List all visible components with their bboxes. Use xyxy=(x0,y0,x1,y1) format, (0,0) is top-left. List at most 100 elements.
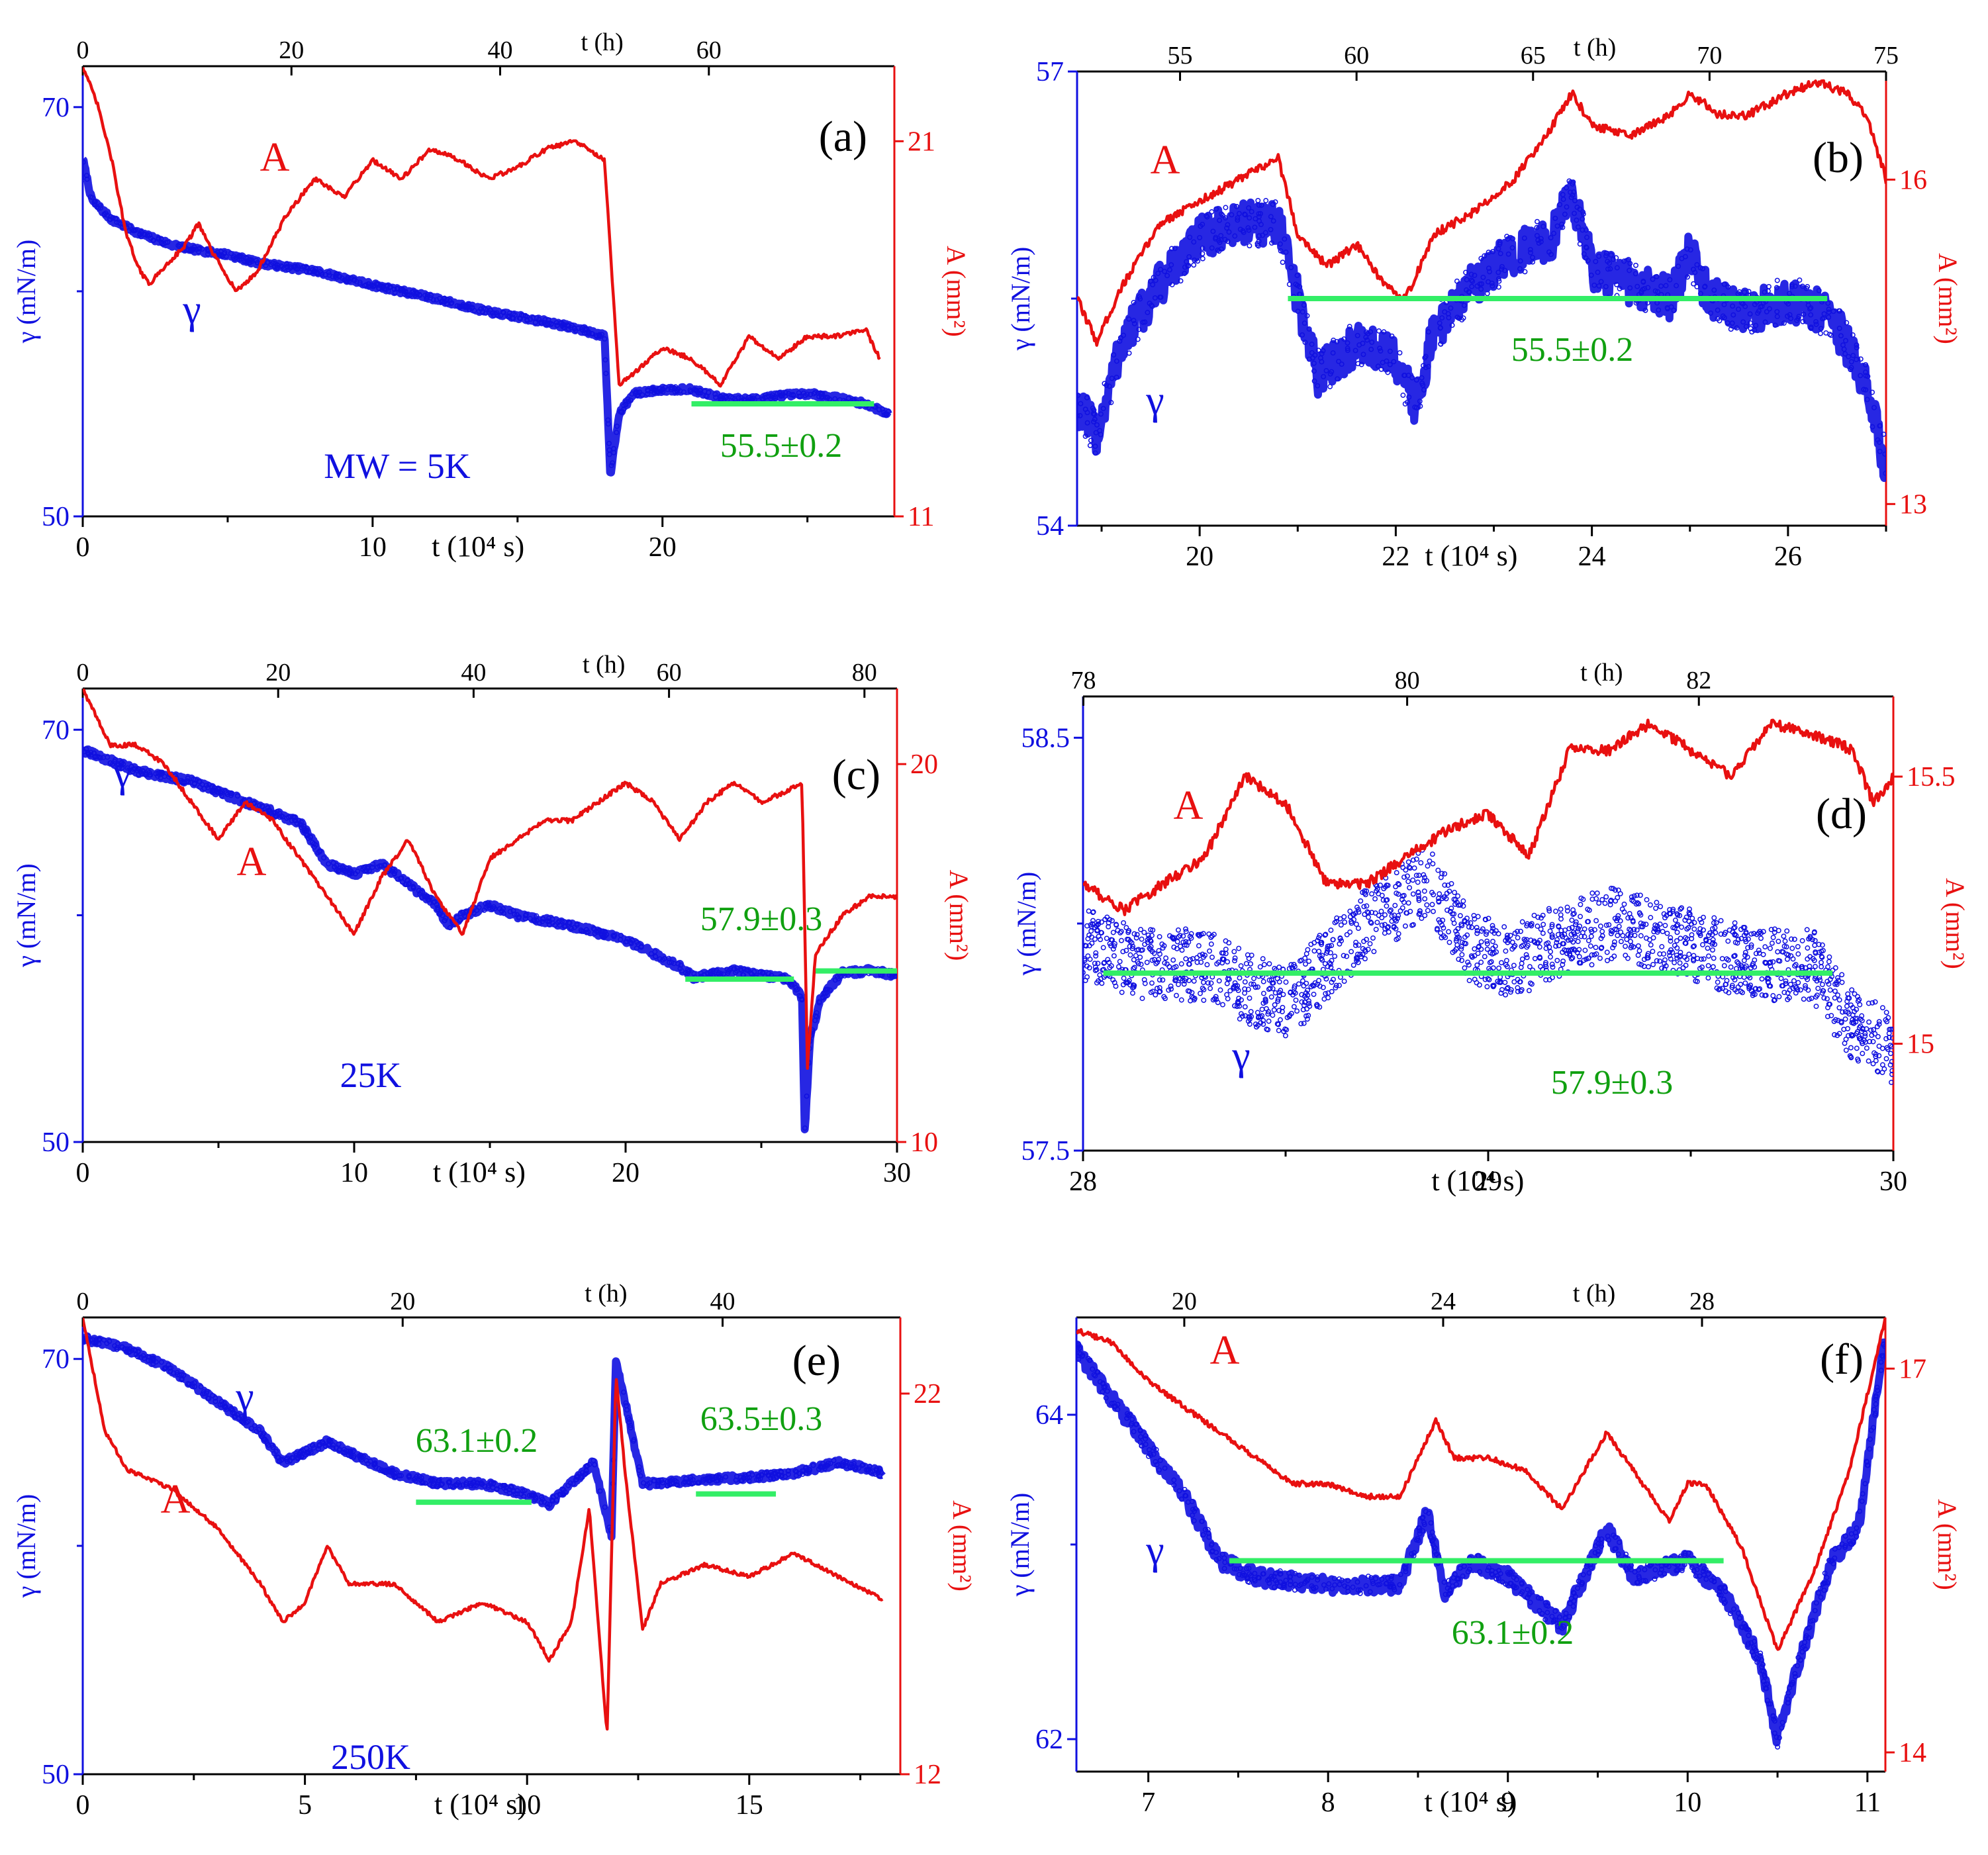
gamma-point xyxy=(1849,987,1855,993)
gamma-point xyxy=(340,1449,346,1455)
gamma-point xyxy=(427,900,433,906)
gamma-point xyxy=(1586,919,1591,925)
gamma-point xyxy=(1740,1625,1746,1631)
gamma-point xyxy=(1425,329,1431,335)
gamma-point xyxy=(514,1491,520,1497)
gamma-point xyxy=(1610,256,1616,262)
gamma-point xyxy=(1225,959,1231,965)
gamma-point xyxy=(507,909,513,914)
gamma-point xyxy=(732,396,738,402)
gamma-point xyxy=(1358,954,1364,960)
gamma-point xyxy=(1752,991,1758,997)
gamma-point xyxy=(1845,1033,1851,1039)
gamma-point xyxy=(1691,926,1697,932)
gamma-point xyxy=(591,926,596,931)
gamma-point xyxy=(623,1400,629,1406)
gamma-point xyxy=(617,408,623,414)
gamma-point xyxy=(1617,286,1623,292)
gamma-point xyxy=(812,1013,818,1019)
gamma-point xyxy=(1846,1539,1852,1544)
gamma-point xyxy=(305,265,310,271)
gamma-point xyxy=(1578,902,1584,908)
gamma-point xyxy=(1793,962,1799,967)
gamma-point xyxy=(1859,1013,1865,1019)
gamma-point xyxy=(1768,927,1774,933)
gamma-point xyxy=(1201,997,1207,1003)
gamma-point xyxy=(570,1481,576,1487)
gamma-point xyxy=(660,957,665,963)
gamma-point xyxy=(1100,406,1106,412)
gamma-point xyxy=(1292,1570,1298,1576)
gamma-point xyxy=(1812,937,1818,943)
gamma-point xyxy=(1705,963,1711,969)
gamma-point xyxy=(481,305,487,311)
gamma-point xyxy=(1196,931,1202,937)
gamma-point xyxy=(1200,245,1206,251)
gamma-point xyxy=(1478,939,1484,945)
gamma-point xyxy=(1307,1003,1313,1009)
gamma-point xyxy=(674,389,680,395)
gamma-point xyxy=(1803,982,1808,988)
gamma-point xyxy=(1558,928,1564,933)
gamma-point xyxy=(542,319,547,325)
gamma-point xyxy=(1774,1735,1779,1740)
gamma-point xyxy=(1833,1017,1838,1023)
gamma-point xyxy=(1774,277,1780,283)
gamma-point xyxy=(630,937,635,943)
gamma-point xyxy=(530,315,536,321)
gamma-point xyxy=(1229,212,1235,218)
plateau-fit-label: 57.9±0.3 xyxy=(700,900,823,938)
gamma-point xyxy=(1572,933,1578,939)
gamma-point xyxy=(648,951,654,957)
gamma-point xyxy=(1697,931,1703,937)
gamma-point xyxy=(1417,399,1423,404)
gamma-point xyxy=(1888,1051,1893,1057)
gamma-point xyxy=(1636,1567,1642,1573)
gamma-point xyxy=(1840,1009,1846,1015)
gamma-point xyxy=(1213,206,1219,212)
gamma-point xyxy=(1110,929,1116,935)
gamma-point xyxy=(1314,1004,1320,1010)
gamma-point xyxy=(1382,930,1388,936)
gamma-point xyxy=(1120,949,1126,955)
gamma-point xyxy=(1731,1606,1736,1612)
gamma-point xyxy=(1213,234,1219,240)
gamma-point xyxy=(1826,954,1832,960)
gamma-point xyxy=(1225,222,1231,228)
gamma-point xyxy=(1333,985,1339,991)
gamma-point xyxy=(1255,1015,1261,1021)
gamma-point xyxy=(1660,929,1666,935)
y2-axis-label: A (mm²) xyxy=(1940,878,1970,969)
gamma-point xyxy=(1842,1040,1848,1046)
gamma-point xyxy=(1286,1570,1292,1576)
gamma-point xyxy=(1482,976,1488,982)
gamma-point xyxy=(710,1474,716,1480)
gamma-point xyxy=(464,908,470,914)
gamma-point xyxy=(1478,946,1484,952)
gamma-point xyxy=(1690,944,1696,950)
gamma-point xyxy=(582,326,588,332)
gamma-point xyxy=(723,395,729,401)
gamma-point xyxy=(479,1481,485,1487)
gamma-point xyxy=(427,1482,433,1488)
gamma-point xyxy=(796,993,802,998)
gamma-point xyxy=(94,753,100,759)
gamma-point xyxy=(1593,945,1599,951)
gamma-point xyxy=(1827,987,1833,993)
gamma-point xyxy=(1653,905,1659,911)
gamma-point xyxy=(1454,278,1460,284)
gamma-point xyxy=(1278,1017,1283,1023)
gamma-point xyxy=(1330,937,1336,943)
top-tick-label: 20 xyxy=(1172,1288,1197,1315)
gamma-point xyxy=(1305,947,1311,953)
gamma-point xyxy=(1345,348,1350,354)
gamma-point xyxy=(486,903,492,909)
gamma-point xyxy=(1776,994,1782,1000)
gamma-series xyxy=(83,1332,886,1541)
gamma-point xyxy=(1595,1536,1601,1542)
gamma-point xyxy=(1694,1566,1700,1572)
gamma-point xyxy=(1679,905,1685,911)
gamma-point xyxy=(308,1449,314,1455)
gamma-point xyxy=(1868,1437,1873,1442)
gamma-point xyxy=(1695,955,1701,961)
